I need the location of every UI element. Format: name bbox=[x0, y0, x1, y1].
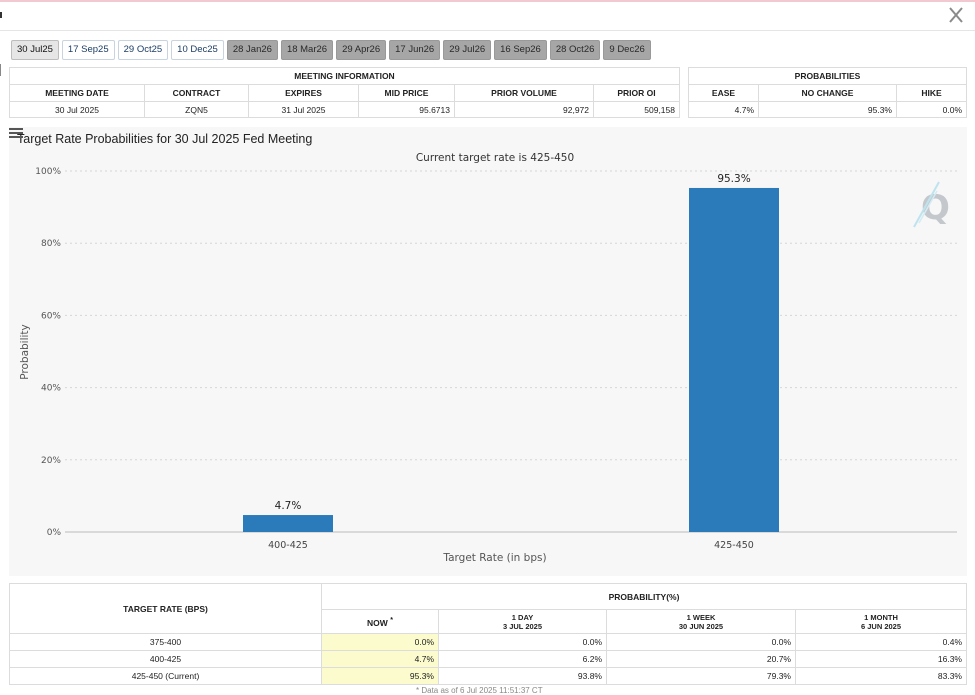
chart-bar[interactable] bbox=[243, 515, 333, 532]
meeting-information-title: MEETING INFORMATION bbox=[9, 67, 680, 85]
probabilities-title: PROBABILITIES bbox=[688, 67, 967, 85]
column-header-1month: 1 MONTH 6 JUN 2025 bbox=[795, 609, 967, 634]
column-header: EXPIRES bbox=[248, 84, 359, 102]
meeting-tabs: 30 Jul25 17 Sep25 29 Oct25 10 Dec25 28 J… bbox=[11, 40, 651, 60]
chart-canvas: Target Rate Probabilities for 30 Jul 202… bbox=[17, 132, 957, 564]
one-week-cell: 0.0% bbox=[606, 633, 796, 651]
target-rate-header: TARGET RATE (BPS) bbox=[9, 583, 322, 634]
x-axis-label: Target Rate (in bps) bbox=[442, 552, 546, 564]
column-header: EASE bbox=[688, 84, 759, 102]
window-edge-mark bbox=[0, 12, 2, 18]
tab-meeting[interactable]: 28 Oct26 bbox=[549, 40, 601, 60]
tab-meeting[interactable]: 18 Mar26 bbox=[280, 40, 334, 60]
prior-oi: 509,158 bbox=[593, 101, 680, 118]
table-row: 425-450 (Current) 95.3% 93.8% 79.3% 83.3… bbox=[9, 667, 967, 685]
tab-meeting[interactable]: 17 Jun26 bbox=[389, 40, 441, 60]
column-header: PRIOR OI bbox=[593, 84, 680, 102]
tab-meeting[interactable]: 17 Sep25 bbox=[61, 40, 115, 60]
probability-history-table: TARGET RATE (BPS) PROBABILITY(%) NOW * 1… bbox=[9, 583, 967, 685]
prior-volume: 92,972 bbox=[454, 101, 594, 118]
chart-title: Target Rate Probabilities for 30 Jul 202… bbox=[17, 132, 312, 146]
now-cell: 95.3% bbox=[321, 667, 439, 685]
ease-value: 4.7% bbox=[688, 101, 759, 118]
chart-bar[interactable] bbox=[689, 187, 779, 533]
one-week-cell: 20.7% bbox=[606, 650, 796, 668]
x-tick-label: 425-450 bbox=[714, 540, 754, 551]
hamburger-menu-icon[interactable] bbox=[9, 127, 23, 139]
y-axis-label: Probability bbox=[19, 324, 31, 380]
table-row: 4.7% 95.3% 0.0% bbox=[688, 101, 967, 118]
y-tick-label: 80% bbox=[41, 239, 61, 249]
probabilities-table: PROBABILITIES EASE NO CHANGE HIKE 4.7% 9… bbox=[688, 67, 967, 118]
column-header: MID PRICE bbox=[358, 84, 455, 102]
column-header: CONTRACT bbox=[144, 84, 249, 102]
one-month-cell: 0.4% bbox=[795, 633, 967, 651]
q-logo: Q bbox=[913, 181, 950, 228]
expires: 31 Jul 2025 bbox=[248, 101, 359, 118]
tab-meeting[interactable]: 28 Jan26 bbox=[226, 40, 278, 60]
probability-header: PROBABILITY(%) bbox=[321, 583, 967, 610]
contract: ZQN5 bbox=[144, 101, 249, 118]
one-day-cell: 93.8% bbox=[438, 667, 607, 685]
header-divider bbox=[0, 30, 975, 31]
one-day-cell: 0.0% bbox=[438, 633, 607, 651]
hike-value: 0.0% bbox=[896, 101, 967, 118]
one-week-cell: 79.3% bbox=[606, 667, 796, 685]
meeting-date: 30 Jul 2025 bbox=[9, 101, 145, 118]
target-rate-cell: 400-425 bbox=[9, 650, 322, 668]
side-edge-mark bbox=[0, 64, 1, 76]
tab-meeting[interactable]: 29 Jul26 bbox=[443, 40, 492, 60]
chart-subtitle: Current target rate is 425-450 bbox=[416, 152, 574, 164]
y-tick-label: 100% bbox=[35, 167, 61, 177]
tab-meeting[interactable]: 29 Apr26 bbox=[336, 40, 387, 60]
tab-meeting[interactable]: 30 Jul25 bbox=[11, 40, 59, 60]
data-timestamp-note: * Data as of 6 Jul 2025 11:51:37 CT bbox=[416, 686, 543, 695]
now-cell: 4.7% bbox=[321, 650, 439, 668]
probability-chart: Target Rate Probabilities for 30 Jul 202… bbox=[9, 127, 967, 576]
column-header: MEETING DATE bbox=[9, 84, 145, 102]
tab-meeting[interactable]: 10 Dec25 bbox=[171, 40, 224, 60]
table-row: 400-425 4.7% 6.2% 20.7% 16.3% bbox=[9, 650, 967, 668]
mid-price: 95.6713 bbox=[358, 101, 455, 118]
target-rate-cell: 375-400 bbox=[9, 633, 322, 651]
column-header-now: NOW * bbox=[321, 609, 439, 634]
column-header: PRIOR VOLUME bbox=[454, 84, 594, 102]
one-month-cell: 83.3% bbox=[795, 667, 967, 685]
close-icon[interactable]: X bbox=[946, 5, 966, 25]
bar-data-label: 4.7% bbox=[275, 500, 302, 512]
y-tick-label: 60% bbox=[41, 311, 61, 321]
target-rate-cell: 425-450 (Current) bbox=[9, 667, 322, 685]
tab-meeting[interactable]: 29 Oct25 bbox=[117, 40, 169, 60]
y-tick-label: 0% bbox=[47, 528, 62, 538]
now-cell: 0.0% bbox=[321, 633, 439, 651]
x-tick-label: 400-425 bbox=[268, 540, 308, 551]
one-day-cell: 6.2% bbox=[438, 650, 607, 668]
tab-meeting[interactable]: 9 Dec26 bbox=[603, 40, 651, 60]
column-header: NO CHANGE bbox=[758, 84, 897, 102]
y-tick-label: 20% bbox=[41, 456, 61, 466]
bar-data-label: 95.3% bbox=[717, 173, 750, 185]
column-header-1day: 1 DAY 3 JUL 2025 bbox=[438, 609, 607, 634]
one-month-cell: 16.3% bbox=[795, 650, 967, 668]
y-tick-label: 40% bbox=[41, 384, 61, 394]
column-header-1week: 1 WEEK 30 JUN 2025 bbox=[606, 609, 796, 634]
top-accent-line bbox=[0, 0, 975, 2]
table-row: 30 Jul 2025 ZQN5 31 Jul 2025 95.6713 92,… bbox=[9, 101, 680, 118]
table-row: 375-400 0.0% 0.0% 0.0% 0.4% bbox=[9, 633, 967, 651]
tab-meeting[interactable]: 16 Sep26 bbox=[494, 40, 547, 60]
column-header: HIKE bbox=[896, 84, 967, 102]
meeting-information-table: MEETING INFORMATION MEETING DATE CONTRAC… bbox=[9, 67, 680, 118]
no-change-value: 95.3% bbox=[758, 101, 897, 118]
